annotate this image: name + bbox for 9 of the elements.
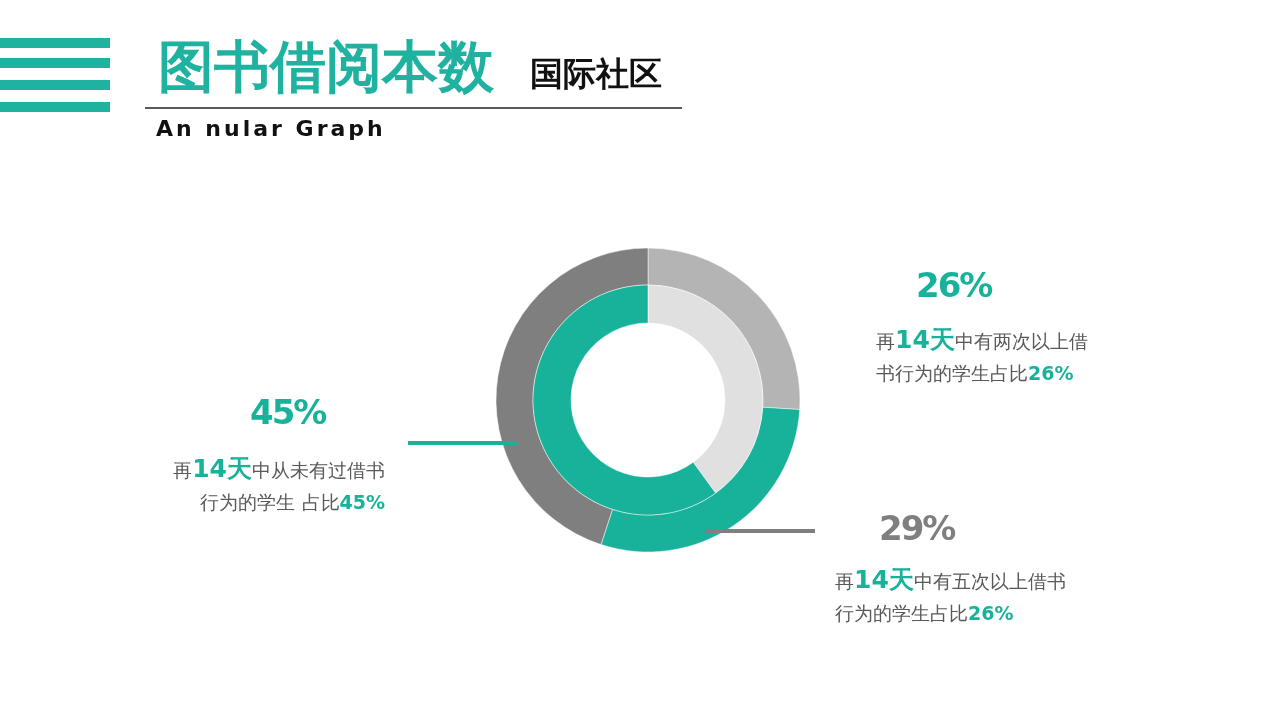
text: 再14天中有两次以上借书行为的学生占比26%	[876, 324, 1089, 386]
text: An nular Graph	[156, 116, 386, 141]
text: 26%	[916, 265, 992, 305]
text: 29%	[879, 508, 955, 548]
text: 45%	[250, 392, 326, 432]
text: 再14天中有五次以上借书行为的学生占比26%	[835, 564, 1067, 626]
text: 再14天中从未有过借书行为的学生 占比45%	[172, 453, 385, 515]
chart-title: 图书借阅本数	[158, 33, 494, 101]
chart-subtitle: 国际社区	[530, 53, 662, 95]
